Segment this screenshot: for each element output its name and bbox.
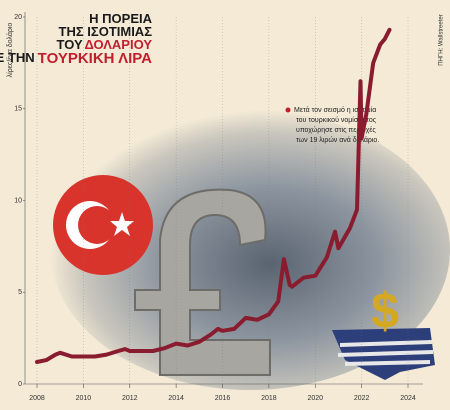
annotation-text: των 19 λιρών ανά δολάριο. [296,136,379,144]
usa-dollar: $ [332,283,435,380]
annotation-bullet [285,107,291,113]
title-part: ΔΟΛΑΡΙΟΥ [84,37,152,52]
annotation-text: του τουρκικού νομίσματος [296,116,377,124]
y-tick-label: 15 [14,106,22,113]
x-tick-label: 2020 [307,395,323,402]
x-tick-label: 2012 [122,395,138,402]
title-part: ΤΟΥΡΚΙΚΗ ΛΙΡΑ [38,50,152,67]
x-tick-label: 2016 [215,395,231,402]
y-axis-label: λίρες/ένα δολάριο [6,23,14,78]
title-part: ΜΕ ΤΗΝ [0,50,35,65]
x-tick-label: 2008 [29,395,45,402]
title-part: Η ΠΟΡΕΙΑ [89,11,152,26]
annotation: Μετά τον σεισμό η ισοτιμία του τουρκικού … [285,106,379,144]
x-tick-label: 2024 [400,395,416,402]
data-line [35,27,392,364]
x-tick-label: 2018 [261,395,277,402]
y-tick-label: 5 [18,289,22,296]
x-tick-label: 2010 [76,395,92,402]
x-tick-label: 2022 [354,395,370,402]
y-tick-label: 20 [14,14,22,21]
y-tick-label: 0 [18,381,22,388]
annotation-text: Μετά τον σεισμό η ισοτιμία [294,106,376,114]
turkish-flag [53,175,153,275]
title-part: ΤΗΣ ΙΣΟΤΙΜΙΑΣ [59,24,153,39]
cloud-image [50,110,450,390]
svg-text:$: $ [371,283,399,339]
y-tick-label: 10 [14,197,22,204]
pound-sculpture [134,188,271,376]
source: ΠΗΓΗ: Wallstreeter [439,14,445,65]
annotation-text: υποχώρησε στις περιοχές [296,126,376,134]
title-part: ΤΟΥ [57,37,83,52]
x-tick-label: 2014 [168,395,184,402]
